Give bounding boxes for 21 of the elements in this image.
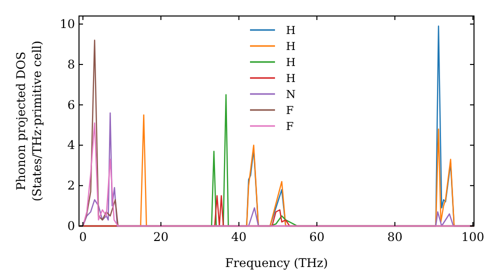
x-tick-label: 0 (79, 230, 87, 244)
x-axis-title: Frequency (THz) (225, 256, 328, 270)
legend-label: F (286, 120, 294, 133)
legend-label: H (286, 72, 296, 85)
legend-label: H (286, 56, 296, 69)
y-tick-label: 8 (67, 57, 75, 72)
y-tick-label: 0 (67, 219, 75, 233)
legend-label: H (286, 40, 296, 53)
x-tick-label: 40 (231, 230, 247, 244)
legend-label: N (286, 88, 296, 101)
y-tick-label: 2 (67, 178, 75, 193)
legend-label: H (286, 24, 296, 37)
legend-label: F (286, 104, 294, 117)
y-tick-label: 10 (60, 17, 75, 32)
y-tick-label: 4 (67, 138, 76, 152)
x-tick-label: 60 (309, 230, 324, 244)
y-axis-title: Phonon projected DOS (States/THz·primitive cell) (14, 40, 44, 202)
x-tick-label: 80 (387, 230, 402, 244)
x-tick-label: 20 (153, 230, 169, 244)
y-tick-label: 6 (67, 98, 75, 112)
x-tick-label: 100 (461, 230, 484, 244)
